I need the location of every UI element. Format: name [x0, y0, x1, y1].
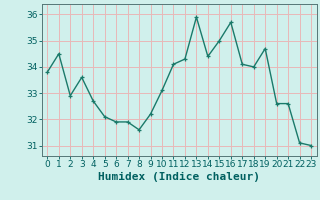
X-axis label: Humidex (Indice chaleur): Humidex (Indice chaleur) — [98, 172, 260, 182]
